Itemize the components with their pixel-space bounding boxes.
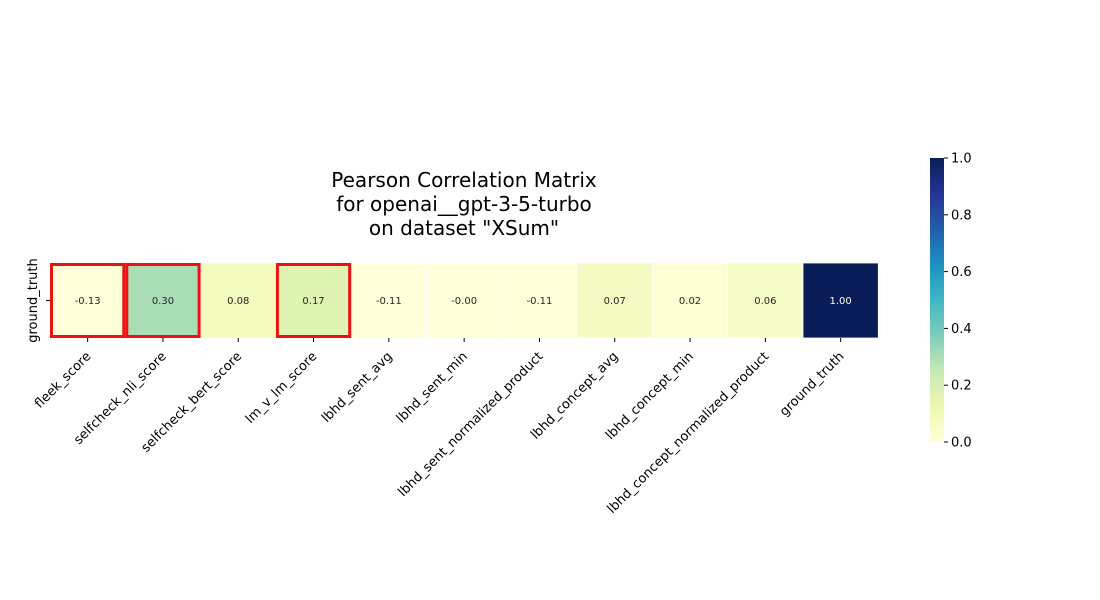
x-tick-label: fleek_score — [32, 349, 94, 411]
colorbar-tick-label: 0.8 — [951, 208, 972, 223]
heatmap-cell — [576, 262, 653, 339]
x-tick-label: lbhd_concept_normalized_product — [605, 349, 773, 517]
title-line-1: for openai__gpt-3-5-turbo — [336, 192, 592, 216]
heatmap-cell — [727, 262, 804, 339]
cell-value-label: 0.07 — [604, 296, 626, 307]
x-tick-label: lbhd_sent_min — [394, 349, 471, 426]
colorbar-tick-label: 1.0 — [951, 152, 972, 167]
highlight-box — [125, 263, 201, 338]
cell-value-label: -0.00 — [451, 296, 477, 307]
heatmap-cell — [124, 262, 202, 339]
x-tick-label: lbhd_sent_normalized_product — [396, 349, 547, 500]
title-line-0: Pearson Correlation Matrix — [331, 168, 597, 192]
cell-value-label: 0.30 — [152, 296, 174, 307]
heatmap-cell — [49, 262, 126, 339]
heatmap-cell — [200, 262, 277, 339]
colorbar-tick-label: 0.2 — [951, 379, 972, 394]
colorbar-tick-label: 0.4 — [951, 322, 972, 337]
x-tick-label: ground_truth — [777, 349, 847, 419]
title-line-2: on dataset "XSum" — [369, 216, 559, 240]
cell-value-label: -0.13 — [75, 296, 101, 307]
cell-value-label: 0.06 — [754, 296, 776, 307]
colorbar: 0.0 0.2 0.4 0.6 0.8 1.0 — [930, 152, 972, 451]
highlight-boxes — [50, 263, 352, 338]
heatmap-cells: -0.13 0.30 0.08 0.17 -0.11 -0.00 -0.11 0.07 0.02… — [49, 262, 879, 339]
y-axis-ticks: ground_truth — [26, 258, 50, 343]
heatmap-cell — [802, 262, 879, 339]
heatmap-cell — [350, 262, 427, 339]
y-tick-label: ground_truth — [26, 258, 41, 343]
colorbar-gradient — [930, 158, 944, 442]
cell-value-label: 0.17 — [302, 296, 324, 307]
cell-value-label: -0.11 — [376, 296, 402, 307]
x-axis-ticks: fleek_scoreselfcheck_nli_scoreselfcheck_… — [32, 338, 847, 517]
heatmap-cell — [426, 262, 503, 339]
colorbar-tick-label: 0.6 — [951, 265, 972, 280]
x-tick-label: lbhd_sent_avg — [319, 349, 396, 426]
cell-value-label: 0.08 — [227, 296, 249, 307]
colorbar-tick-label: 0.0 — [951, 436, 972, 451]
highlight-box — [50, 263, 126, 338]
cell-value-label: -0.11 — [527, 296, 553, 307]
cell-value-label: 0.02 — [679, 296, 701, 307]
heatmap-cell — [275, 262, 352, 339]
highlight-box — [275, 263, 352, 338]
x-tick-label: lm_v_lm_score — [243, 349, 321, 427]
cell-value-label: 1.00 — [830, 296, 852, 307]
